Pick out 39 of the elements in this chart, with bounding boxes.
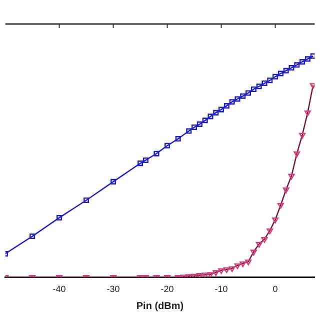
- point: [256, 84, 262, 90]
- point: [300, 59, 306, 65]
- point: [138, 160, 144, 166]
- point: [250, 86, 256, 92]
- x-tick-label: -20: [160, 284, 174, 294]
- point: [294, 62, 300, 68]
- point: [30, 234, 36, 240]
- x-tick-label: -10: [214, 284, 228, 294]
- point: [246, 90, 252, 96]
- point: [164, 142, 170, 148]
- point: [240, 93, 246, 99]
- point: [234, 96, 240, 102]
- point: [84, 197, 90, 204]
- point: [218, 106, 224, 112]
- point: [192, 124, 198, 130]
- point: [262, 80, 268, 86]
- x-tick-label: -40: [52, 284, 66, 294]
- x-axis-title: Pin (dBm): [136, 300, 184, 312]
- point: [304, 56, 310, 62]
- point: [175, 136, 181, 142]
- point: [283, 68, 289, 74]
- point: [288, 65, 294, 71]
- point: [196, 121, 202, 127]
- point: [142, 157, 148, 163]
- x-tick-label: -30: [106, 284, 120, 294]
- point: [278, 70, 284, 76]
- point: [310, 53, 315, 59]
- point: [213, 110, 219, 116]
- point: [272, 74, 278, 80]
- point: [186, 128, 192, 134]
- x-tick-label: 0: [272, 284, 278, 294]
- point: [267, 78, 273, 84]
- point: [202, 118, 208, 124]
- point: [208, 114, 214, 120]
- point: [154, 150, 160, 156]
- point: [56, 214, 62, 220]
- point: [110, 178, 116, 184]
- point: [229, 99, 235, 105]
- point: [224, 103, 230, 109]
